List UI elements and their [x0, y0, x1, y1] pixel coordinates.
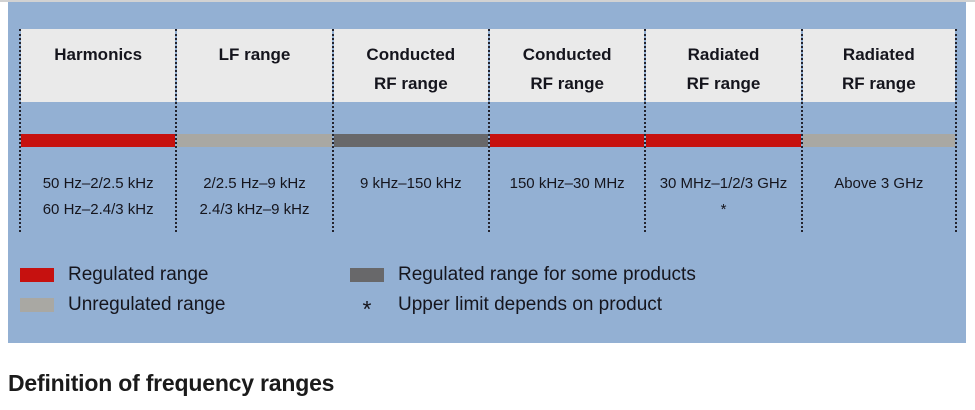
- legend-label: Upper limit depends on product: [398, 294, 663, 315]
- column-header: Radiated RF range: [802, 29, 955, 102]
- frequency-range-line: 9 kHz–150 kHz: [359, 175, 462, 192]
- column-header: Conducted RF range: [489, 29, 645, 102]
- frequency-range-line: 30 MHz–1/2/3 GHz: [659, 175, 788, 192]
- column-gap: [646, 102, 800, 134]
- column-header-line: RF range: [373, 74, 448, 93]
- legend-label: Unregulated range: [68, 294, 226, 315]
- column-gap: [803, 102, 955, 134]
- column-frequency-ranges: 9 kHz–150 kHz: [334, 147, 488, 232]
- legend-label: Regulated range: [68, 264, 209, 285]
- range-bar-segment: [21, 134, 176, 147]
- legend-swatch: [20, 268, 54, 282]
- figure-caption: Definition of frequency ranges: [8, 370, 335, 396]
- legend-item: * Upper limit depends on product: [350, 290, 696, 320]
- frequency-range-line: 2.4/3 kHz–9 kHz: [199, 201, 310, 218]
- column-frequency-ranges: Above 3 GHz: [803, 147, 955, 232]
- legend-item: Regulated range: [20, 260, 225, 290]
- frequency-range-line: 150 kHz–30 MHz: [509, 175, 625, 192]
- frequency-column: LF range 2/2.5 Hz–9 kHz 2.4/3 kHz–9 kHz: [175, 29, 332, 232]
- column-header-line: Radiated: [842, 45, 915, 64]
- column-header-line: LF range: [218, 45, 291, 64]
- frequency-column: Conducted RF range 9 kHz–150 kHz: [331, 29, 488, 232]
- column-frequency-ranges: 2/2.5 Hz–9 kHz 2.4/3 kHz–9 kHz: [177, 147, 331, 232]
- column-header-line: Conducted: [366, 45, 456, 64]
- column-header: Harmonics: [21, 29, 176, 102]
- column-header: LF range: [177, 29, 332, 102]
- column-header: Conducted RF range: [333, 29, 488, 102]
- column-gap: [21, 102, 175, 134]
- range-bar-segment: [802, 134, 955, 147]
- frequency-diagram-panel: Harmonics 50 Hz–2/2.5 kHz 60 Hz–2.4/3 kHz…: [8, 2, 966, 343]
- legend-item: Regulated range for some products: [350, 260, 696, 290]
- frequency-range-line: 50 Hz–2/2.5 kHz: [42, 175, 154, 192]
- frequency-range-line: 2/2.5 Hz–9 kHz: [203, 175, 306, 192]
- column-header-line: RF range: [841, 74, 916, 93]
- frequency-column: Radiated RF range Above 3 GHz: [800, 29, 957, 232]
- column-gap: [177, 102, 331, 134]
- frequency-column: Conducted RF range 150 kHz–30 MHz: [487, 29, 645, 232]
- column-header-line: Radiated: [687, 45, 760, 64]
- column-gap: [490, 102, 644, 134]
- column-header: Radiated RF range: [646, 29, 801, 102]
- frequency-range-line: 60 Hz–2.4/3 kHz: [42, 201, 154, 218]
- range-bar-segment: [333, 134, 488, 147]
- legend-left: Regulated range Unregulated range: [20, 260, 225, 320]
- frequency-column: Radiated RF range 30 MHz–1/2/3 GHz *: [644, 29, 801, 232]
- range-bar-segment: [646, 134, 801, 147]
- frequency-range-line: *: [720, 201, 727, 218]
- legend-label: Regulated range for some products: [398, 264, 696, 285]
- range-bar-segment: [177, 134, 332, 147]
- asterisk-symbol: *: [362, 295, 372, 322]
- frequency-range-line: Above 3 GHz: [834, 175, 924, 192]
- column-header-line: RF range: [530, 74, 604, 93]
- legend-item: Unregulated range: [20, 290, 225, 320]
- top-divider: [0, 0, 975, 2]
- frequency-table: Harmonics 50 Hz–2/2.5 kHz 60 Hz–2.4/3 kHz…: [19, 29, 957, 232]
- legend-swatch: [20, 298, 54, 312]
- column-frequency-ranges: 30 MHz–1/2/3 GHz *: [646, 147, 800, 232]
- column-header-line: RF range: [686, 74, 761, 93]
- column-header-line: Conducted: [522, 45, 612, 64]
- legend-swatch: [350, 268, 384, 282]
- legend-right: Regulated range for some products * Upper …: [350, 260, 696, 320]
- range-bar-segment: [489, 134, 645, 147]
- column-frequency-ranges: 150 kHz–30 MHz: [490, 147, 644, 232]
- column-gap: [334, 102, 488, 134]
- frequency-column: Harmonics 50 Hz–2/2.5 kHz 60 Hz–2.4/3 kHz: [19, 29, 176, 232]
- column-header-line: Harmonics: [54, 45, 143, 64]
- column-frequency-ranges: 50 Hz–2/2.5 kHz 60 Hz–2.4/3 kHz: [21, 147, 175, 232]
